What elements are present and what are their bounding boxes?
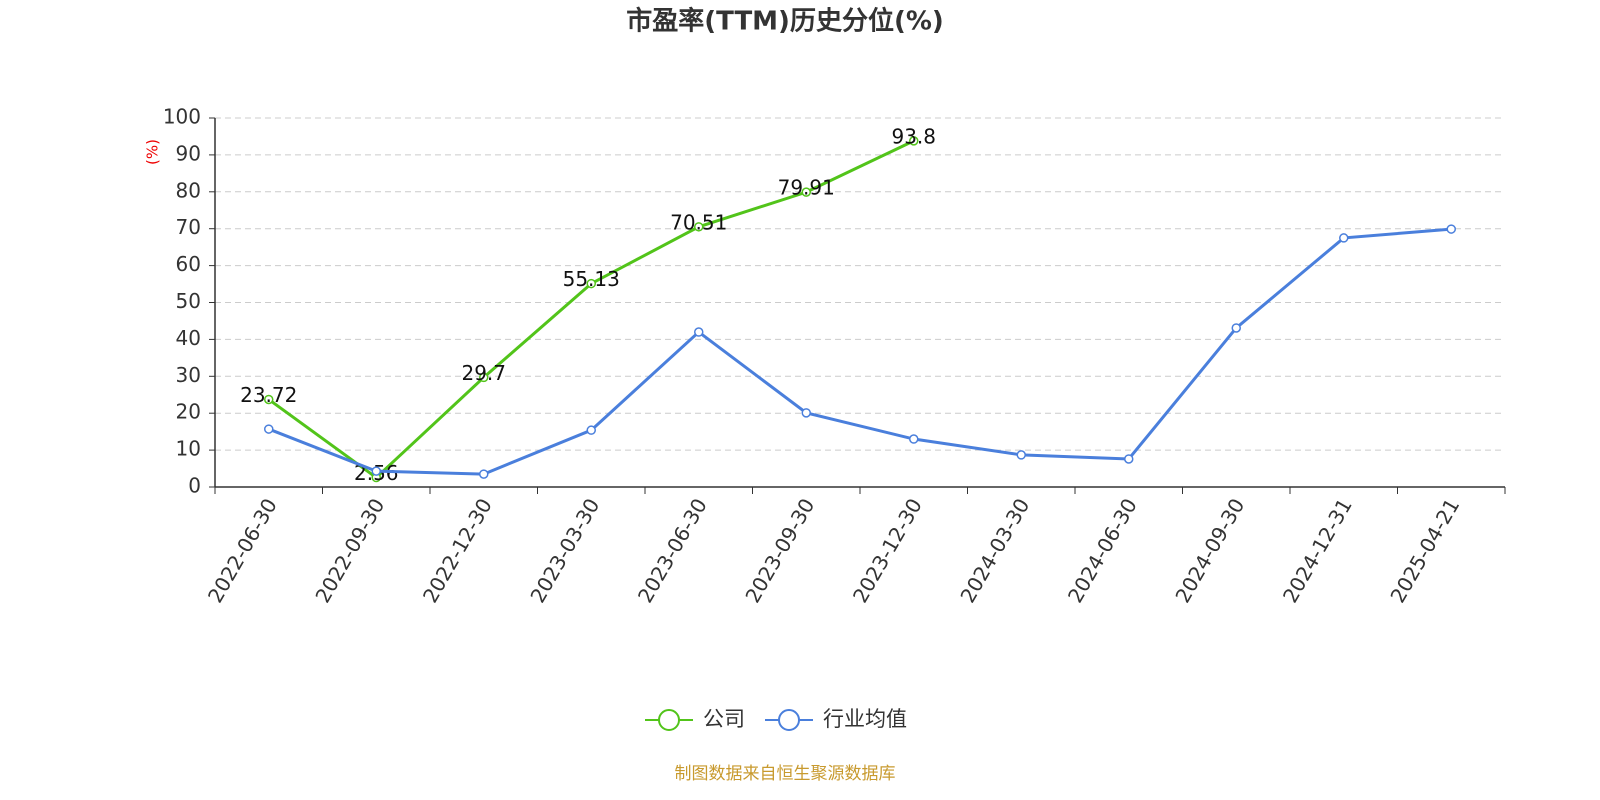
y-tick-label: 60 (176, 252, 201, 276)
data-point (801, 408, 811, 418)
legend-label: 公司 (703, 707, 745, 731)
data-point (1339, 233, 1349, 243)
data-label: 93.8 (891, 124, 936, 148)
y-tick-label: 0 (188, 474, 201, 498)
data-label: 79.91 (778, 176, 835, 200)
x-tick-label: 2023-09-30 (740, 494, 819, 607)
data-point (909, 434, 919, 444)
x-tick-label: 2024-06-30 (1063, 494, 1142, 607)
x-tick-label: 2025-04-21 (1385, 494, 1464, 607)
data-point (264, 424, 274, 434)
x-tick-label: 2024-09-30 (1170, 494, 1249, 607)
legend-marker (658, 709, 680, 731)
y-tick-label: 40 (176, 326, 201, 350)
x-tick-label: 2022-12-30 (418, 494, 497, 607)
data-point (909, 136, 919, 146)
series-line (268, 227, 1452, 476)
data-point (1231, 323, 1241, 333)
data-point (1016, 450, 1026, 460)
data-point (694, 222, 704, 232)
data-point (264, 394, 274, 405)
y-tick-label: 80 (176, 178, 201, 202)
y-tick-label: 30 (176, 363, 201, 387)
chart-title: 市盈率(TTM)历史分位(%) (626, 6, 944, 37)
data-point (586, 278, 596, 289)
legend-label: 行业均值 (823, 707, 907, 731)
data-point (479, 372, 489, 383)
data-point (479, 469, 489, 479)
source-note: 制图数据来自恒生聚源数据库 (675, 764, 896, 784)
data-label: 23.72 (240, 383, 297, 407)
data-label: 29.7 (461, 361, 506, 385)
data-point (371, 466, 381, 476)
x-tick-label: 2022-06-30 (203, 494, 282, 607)
y-tick-label: 100 (163, 105, 201, 129)
data-point (586, 425, 596, 435)
y-tick-label: 20 (176, 400, 201, 424)
data-label: 55.13 (563, 267, 620, 291)
data-point (801, 187, 811, 197)
y-tick-label: 90 (176, 141, 201, 165)
y-tick-label: 10 (176, 437, 201, 461)
data-point (1446, 224, 1456, 234)
x-tick-label: 2023-06-30 (633, 494, 712, 607)
x-tick-label: 2023-12-30 (848, 494, 927, 607)
legend-marker (778, 709, 800, 731)
x-tick-label: 2024-03-30 (955, 494, 1034, 607)
x-tick-label: 2024-12-31 (1278, 494, 1357, 607)
x-tick-label: 2022-09-30 (310, 494, 389, 607)
data-point (1124, 454, 1134, 464)
x-tick-label: 2023-03-30 (525, 494, 604, 607)
data-label: 70.51 (670, 210, 727, 234)
y-tick-label: 50 (176, 289, 201, 313)
data-point (694, 327, 704, 337)
y-axis-label: (%) (144, 139, 162, 165)
y-tick-label: 70 (176, 215, 201, 239)
